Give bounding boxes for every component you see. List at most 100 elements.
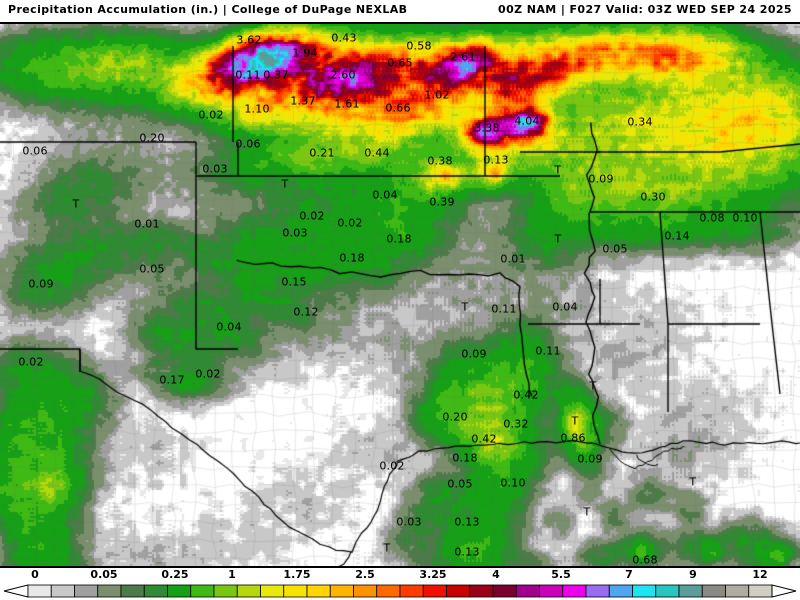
precip-value-label: 0.13 <box>483 153 509 167</box>
precip-value-label: 0.21 <box>309 146 335 160</box>
precip-value-label: T <box>281 177 289 191</box>
colorbar-swatch-10 <box>260 584 285 598</box>
colorbar-swatch-7 <box>190 584 215 598</box>
precip-value-label: 0.04 <box>552 300 578 314</box>
colorbar-tick-10: 9 <box>689 568 697 581</box>
precip-value-label: 0.20 <box>442 410 468 424</box>
precip-value-label: 1.94 <box>292 46 318 60</box>
colorbar-swatch-30 <box>725 584 750 598</box>
precip-value-label: 0.02 <box>18 355 44 369</box>
precip-value-label: T <box>72 197 80 211</box>
precip-value-label: 0.03 <box>202 162 228 176</box>
colorbar-tick-3: 1 <box>228 568 236 581</box>
colorbar-tick-9: 7 <box>625 568 633 581</box>
precip-value-label: 0.10 <box>500 476 526 490</box>
precip-value-label: 0.68 <box>632 553 658 567</box>
precip-value-label: 0.58 <box>406 39 432 53</box>
precip-value-label: 0.15 <box>281 275 307 289</box>
precip-value-label: T <box>583 505 591 519</box>
product-title: Precipitation Accumulation (in.) | Colle… <box>8 3 408 16</box>
precip-value-label: 1.10 <box>244 102 270 116</box>
precip-value-label: 0.02 <box>299 209 325 223</box>
colorbar-tick-5: 2.5 <box>355 568 375 581</box>
colorbar-under-arrow <box>3 584 29 598</box>
colorbar-swatch-3 <box>97 584 122 598</box>
precip-value-label: 0.01 <box>134 217 160 231</box>
precip-value-label: 0.11 <box>535 344 561 358</box>
precip-value-label: 0.20 <box>139 131 165 145</box>
precip-value-label: 0.66 <box>385 101 411 115</box>
precip-value-label: 0.37 <box>263 68 289 82</box>
colorbar-swatch-23 <box>562 584 587 598</box>
precip-value-label: 0.18 <box>452 451 478 465</box>
precip-value-label: T <box>689 475 697 489</box>
colorbar-swatch-8 <box>213 584 238 598</box>
precip-value-label: 0.11 <box>491 302 517 316</box>
colorbar-swatch-21 <box>515 584 540 598</box>
precip-value-label: 0.32 <box>503 417 529 431</box>
colorbar: 0 0.05 0.25 1 1.75 2.5 3.25 4 5.5 7 9 12 <box>0 568 800 600</box>
precip-value-label: 0.09 <box>28 277 54 291</box>
precipitation-map[interactable]: 3.62 0.43 1.94 0.58 2.61 0.65 0.11 0.37 2.60 1.02… <box>0 22 800 568</box>
precip-value-label: T <box>554 232 562 246</box>
precip-value-label: 0.03 <box>396 515 422 529</box>
precip-value-label: 3.38 <box>474 121 500 135</box>
header-bar: Precipitation Accumulation (in.) | Colle… <box>0 0 800 22</box>
colorbar-swatch-27 <box>655 584 680 598</box>
colorbar-swatch-15 <box>376 584 401 598</box>
precip-value-label: 0.65 <box>387 56 413 70</box>
colorbar-tick-8: 5.5 <box>551 568 571 581</box>
model-valid-time: 00Z NAM | F027 Valid: 03Z WED SEP 24 202… <box>498 3 792 16</box>
precipitation-contour-canvas <box>0 24 800 566</box>
colorbar-swatch-26 <box>632 584 657 598</box>
colorbar-swatch-19 <box>469 584 494 598</box>
precip-value-label: 3.62 <box>236 33 262 47</box>
colorbar-swatch-24 <box>585 584 610 598</box>
precip-value-label: 0.86 <box>560 431 586 445</box>
precip-value-label: 0.39 <box>429 195 455 209</box>
precip-value-label: 0.05 <box>602 242 628 256</box>
precip-value-label: 0.42 <box>513 388 539 402</box>
precip-value-label: 0.13 <box>454 515 480 529</box>
precip-value-label: 0.06 <box>22 144 48 158</box>
precip-value-label: 0.42 <box>471 432 497 446</box>
colorbar-swatch-25 <box>608 584 633 598</box>
precip-value-label: 0.10 <box>732 211 758 225</box>
colorbar-swatch-16 <box>399 584 424 598</box>
colorbar-swatch-14 <box>353 584 378 598</box>
precip-value-label: 0.02 <box>337 216 363 230</box>
precip-value-label: 0.03 <box>282 226 308 240</box>
colorbar-tick-1: 0.05 <box>90 568 118 581</box>
precip-value-label: 0.11 <box>235 68 261 82</box>
colorbar-tick-labels: 0 0.05 0.25 1 1.75 2.5 3.25 4 5.5 7 9 12 <box>0 568 800 583</box>
precip-value-label: 0.12 <box>293 305 319 319</box>
precip-value-label: 0.18 <box>339 251 365 265</box>
colorbar-tick-11: 12 <box>752 568 768 581</box>
colorbar-tick-4: 1.75 <box>283 568 311 581</box>
colorbar-swatch-12 <box>306 584 331 598</box>
precip-value-label: 2.61 <box>450 50 476 64</box>
precip-value-label: 0.13 <box>454 545 480 559</box>
colorbar-swatch-6 <box>167 584 192 598</box>
precip-value-label: 0.05 <box>139 262 165 276</box>
colorbar-swatch-5 <box>143 584 168 598</box>
precip-value-label: 0.02 <box>198 108 224 122</box>
precip-value-label: 0.09 <box>588 172 614 186</box>
colorbar-swatch-22 <box>539 584 564 598</box>
precip-value-label: 0.38 <box>427 154 453 168</box>
precip-value-label: 0.18 <box>386 232 412 246</box>
colorbar-swatch-13 <box>329 584 354 598</box>
colorbar-swatches <box>3 584 797 598</box>
colorbar-swatch-2 <box>74 584 99 598</box>
precip-value-label: 0.17 <box>159 373 185 387</box>
colorbar-swatch-4 <box>120 584 145 598</box>
precip-value-label: 0.02 <box>379 459 405 473</box>
precip-value-label: 0.04 <box>372 188 398 202</box>
precip-value-label: T <box>383 541 391 555</box>
precip-value-label: 0.09 <box>461 347 487 361</box>
precip-value-label: 0.04 <box>216 320 242 334</box>
precip-value-label: 0.01 <box>500 252 526 266</box>
precip-value-label: 1.61 <box>334 97 360 111</box>
colorbar-swatch-29 <box>701 584 726 598</box>
